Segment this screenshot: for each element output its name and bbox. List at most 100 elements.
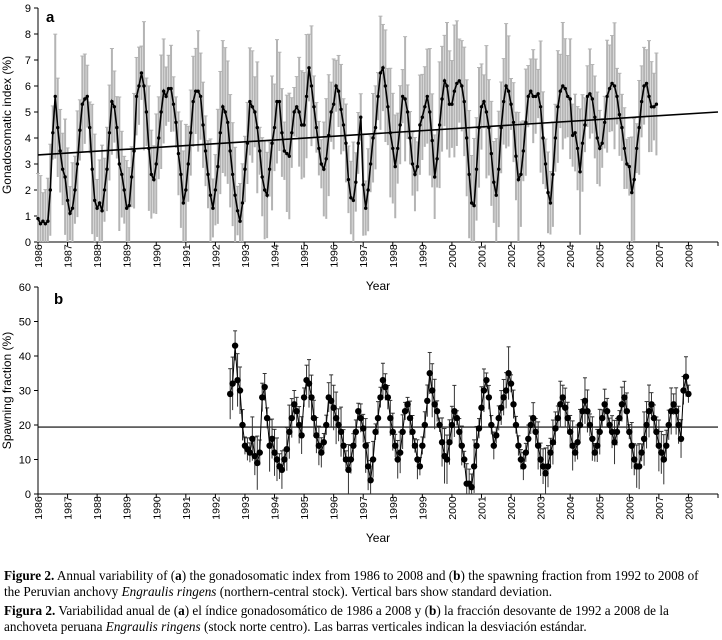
gsi-data-point (363, 206, 368, 210)
gsi-data-point (590, 97, 595, 101)
gsi-data-point (497, 167, 501, 171)
gsi-data-point (346, 177, 351, 182)
spawning-data-point (549, 439, 557, 446)
gsi-data-point (580, 141, 585, 145)
spawning-data-point (369, 456, 377, 463)
spawning-data-point (443, 456, 451, 463)
gsi-data-point (110, 99, 114, 104)
gsi-data-point (248, 99, 252, 104)
panel-a-x-tick-label: 2002 (506, 244, 518, 268)
caption-es-a: a (178, 603, 185, 618)
gsi-data-point (154, 162, 158, 166)
panel-a-x-tick-label: 1987 (63, 244, 75, 268)
gsi-data-point (440, 97, 444, 101)
gsi-data-point (499, 125, 503, 130)
gsi-data-point (253, 110, 257, 114)
panel-a-x-tick-label: 1989 (122, 244, 134, 268)
spawning-data-point (485, 394, 493, 401)
panel-b-x-tick-label: 1998 (388, 496, 400, 520)
spawning-data-point (357, 414, 364, 422)
panel-a-x-tick-label: 1995 (299, 244, 311, 268)
spawning-data-point (539, 463, 547, 470)
spawning-data-point (453, 414, 461, 422)
caption-spanish: Figura 2. Variabilidad anual de (a) el í… (4, 603, 716, 635)
gsi-data-point (341, 123, 346, 127)
spawning-data-point (613, 428, 621, 436)
panel-a-x-tick-label: 2006 (624, 244, 636, 268)
panel-a-x-tick-label: 1997 (358, 244, 370, 268)
gsi-data-point (649, 105, 654, 109)
gsi-data-point (38, 222, 43, 226)
caption-es-text: ) el índice gonadosomático de 1986 a 200… (184, 603, 429, 618)
gsi-data-point (506, 89, 511, 93)
gsi-data-point (243, 167, 247, 171)
gsi-data-point (396, 146, 400, 151)
spawning-data-point (685, 390, 692, 398)
spawning-data-point (281, 456, 288, 463)
gsi-data-point (317, 146, 321, 151)
spawning-data-point (337, 428, 345, 436)
gsi-data-point (51, 131, 55, 135)
panel-b-label: b (54, 291, 63, 308)
gsi-data-point (102, 188, 107, 192)
spawning-data-point (251, 452, 259, 460)
panel-a-x-tick-label: 2005 (595, 244, 607, 268)
spawning-data-point (653, 428, 660, 436)
spawning-data-point (384, 394, 392, 401)
spawning-data-point (367, 477, 374, 484)
spawning-data-point (667, 408, 675, 415)
gsi-data-point (521, 149, 526, 153)
gsi-data-point (223, 110, 227, 114)
panel-a-x-tick-label: 2007 (654, 244, 666, 268)
gsi-data-point (53, 94, 57, 99)
gsi-data-point (514, 154, 518, 158)
spawning-data-point (584, 408, 591, 415)
gsi-data-point (198, 94, 203, 99)
figure-2-chart: 0 1 2 3 4 5 6 7 8 9 1986 1987 1988 1989 1990 1991 1992 19… (0, 3, 719, 545)
spawning-data-point (392, 442, 399, 449)
panel-b-x-tick-label: 2005 (595, 496, 607, 520)
gsi-data-point (356, 141, 360, 145)
panel-a-label: a (46, 9, 55, 26)
spawning-data-point (638, 449, 645, 456)
gsi-data-point (201, 123, 205, 127)
gsi-data-point (482, 99, 486, 104)
gsi-data-point (533, 94, 538, 99)
spawning-data-point (293, 408, 300, 415)
gsi-data-point (605, 94, 609, 99)
gsi-data-point (408, 136, 412, 140)
spawning-data-point (527, 421, 534, 429)
gsi-data-point (524, 120, 528, 125)
spawning-data-point (229, 380, 236, 387)
panel-b-x-tick-label: 1994 (270, 496, 282, 520)
panel-b-x-tick-label: 1988 (92, 496, 104, 520)
gsi-data-point (376, 94, 380, 99)
gsi-data-point (598, 146, 602, 151)
panel-a-x-tick-label: 1994 (270, 244, 282, 268)
gsi-data-point (464, 136, 469, 140)
spawning-data-point (542, 470, 549, 477)
gsi-data-point (331, 102, 336, 106)
spawning-data-point (436, 421, 443, 429)
gsi-data-point (344, 141, 348, 145)
spawning-data-point (569, 442, 576, 449)
panel-a-y-tick-label: 9 (25, 3, 31, 15)
spawning-data-point (431, 401, 438, 408)
panel-b-x-tick-label: 1987 (63, 496, 75, 520)
spawning-data-point (532, 428, 539, 436)
spawning-data-point (507, 380, 515, 387)
spawning-data-point (379, 376, 387, 384)
spawning-data-point (643, 421, 650, 429)
spawning-data-point (411, 442, 419, 449)
panel-a-x-tick-label: 2003 (536, 244, 548, 268)
gsi-data-point (423, 105, 427, 109)
gsi-data-point (639, 99, 644, 104)
spawning-data-point (544, 463, 552, 470)
spawning-data-point (670, 401, 677, 408)
gsi-data-point (509, 102, 513, 106)
caption-es-text: Variabilidad anual de ( (55, 603, 179, 618)
gsi-data-point (265, 193, 269, 197)
panel-a-x-tick-label: 2004 (565, 244, 577, 268)
gsi-data-point (526, 94, 530, 99)
gsi-data-point (455, 81, 459, 86)
